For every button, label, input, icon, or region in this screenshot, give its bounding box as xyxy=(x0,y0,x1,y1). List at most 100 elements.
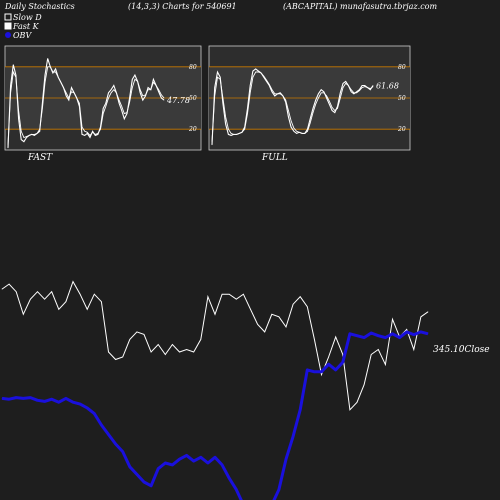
full-point-0-4 xyxy=(222,102,224,104)
fast-point-0-23 xyxy=(68,99,70,101)
close-point-18 xyxy=(129,339,131,340)
fast-point-0-34 xyxy=(97,134,99,135)
close-point-7 xyxy=(51,291,52,293)
obv-point-54 xyxy=(385,337,386,338)
fast-panel-label: FAST xyxy=(27,153,53,163)
full-point-1-31 xyxy=(296,131,297,132)
obv-point-55 xyxy=(392,333,393,335)
obv-point-28 xyxy=(200,456,202,458)
full-point-1-13 xyxy=(247,113,248,114)
full-point-1-9 xyxy=(236,134,237,135)
full-point-0-56 xyxy=(364,85,366,86)
close-point-36 xyxy=(257,324,258,325)
full-point-1-8 xyxy=(233,134,235,135)
obv-point-13 xyxy=(93,413,95,414)
fast-point-1-35 xyxy=(100,128,101,130)
full-point-1-19 xyxy=(263,75,265,77)
fast-last-value-label: 47.78 xyxy=(166,96,190,105)
obv-point-33 xyxy=(235,489,237,490)
fast-point-0-53 xyxy=(147,87,149,88)
full-point-1-42 xyxy=(326,95,327,97)
obv-point-60 xyxy=(427,333,429,335)
full-point-0-45 xyxy=(334,112,336,113)
fast-point-0-52 xyxy=(145,95,146,97)
fast-point-0-0 xyxy=(7,147,9,149)
close-point-28 xyxy=(200,339,202,340)
fast-point-1-44 xyxy=(124,113,125,114)
fast-point-1-10 xyxy=(34,134,35,135)
full-point-1-38 xyxy=(315,103,317,105)
fast-ytick-20: 20 xyxy=(188,126,197,133)
close-point-22 xyxy=(157,344,159,345)
full-point-0-43 xyxy=(329,103,330,105)
fast-point-1-50 xyxy=(139,89,141,90)
full-point-1-52 xyxy=(353,92,355,94)
obv-point-25 xyxy=(179,458,180,460)
full-point-1-28 xyxy=(288,110,289,111)
full-point-0-48 xyxy=(342,83,344,84)
full-point-1-4 xyxy=(222,97,224,99)
obv-point-46 xyxy=(328,363,329,365)
close-point-51 xyxy=(363,384,365,386)
close-point-14 xyxy=(101,301,102,303)
fast-point-1-3 xyxy=(15,76,17,78)
full-point-1-14 xyxy=(249,92,251,94)
obv-point-53 xyxy=(377,335,379,337)
full-point-0-16 xyxy=(255,68,256,70)
close-point-55 xyxy=(392,319,393,320)
fast-point-1-11 xyxy=(36,133,38,134)
fast-point-0-33 xyxy=(95,135,96,136)
obv-point-31 xyxy=(221,464,223,466)
full-point-0-53 xyxy=(356,91,357,93)
fast-point-1-45 xyxy=(126,112,128,113)
fast-point-1-4 xyxy=(18,110,19,111)
obv-point-23 xyxy=(164,462,166,464)
full-point-1-44 xyxy=(331,107,333,108)
full-point-1-40 xyxy=(320,92,322,94)
fast-point-1-58 xyxy=(161,94,162,96)
full-point-1-37 xyxy=(312,112,314,113)
legend-swatch-fast-k xyxy=(4,22,12,30)
obv-point-40 xyxy=(285,458,287,460)
fast-point-1-23 xyxy=(68,97,70,99)
close-point-43 xyxy=(307,306,308,308)
fast-point-1-36 xyxy=(102,113,104,114)
fast-point-1-59 xyxy=(163,97,165,99)
obv-point-51 xyxy=(363,337,365,338)
legend-swatch-obv xyxy=(5,32,11,38)
fast-point-0-32 xyxy=(92,131,93,132)
fast-point-1-33 xyxy=(95,134,96,135)
fast-point-0-42 xyxy=(118,102,120,104)
fast-point-1-41 xyxy=(116,92,117,94)
fast-point-1-42 xyxy=(118,99,120,101)
close-point-2 xyxy=(15,291,17,293)
obv-point-16 xyxy=(115,443,116,445)
full-point-0-38 xyxy=(315,99,317,101)
full-point-0-30 xyxy=(293,131,295,132)
fast-point-0-48 xyxy=(134,74,136,76)
obv-point-47 xyxy=(335,369,337,371)
fast-point-1-43 xyxy=(121,106,122,107)
obv-point-9 xyxy=(65,398,67,399)
full-point-0-55 xyxy=(361,85,363,86)
fast-point-1-27 xyxy=(79,102,80,104)
legend-swatch-slow-d xyxy=(4,13,12,21)
full-point-0-52 xyxy=(353,93,355,95)
fast-point-1-37 xyxy=(105,106,107,107)
full-point-1-32 xyxy=(299,132,300,133)
close-point-52 xyxy=(370,354,372,355)
full-point-1-11 xyxy=(241,132,243,133)
close-point-15 xyxy=(108,351,109,353)
full-point-1-50 xyxy=(348,85,349,86)
obv-point-27 xyxy=(193,460,195,462)
fast-point-0-40 xyxy=(113,85,115,86)
full-point-1-48 xyxy=(342,87,344,88)
full-point-1-43 xyxy=(329,100,330,102)
full-point-1-12 xyxy=(244,128,245,130)
full-ytick-20: 20 xyxy=(397,126,406,133)
price-obv-panel xyxy=(1,280,429,500)
obv-point-17 xyxy=(122,451,124,452)
fast-point-1-39 xyxy=(110,92,112,94)
fast-point-0-43 xyxy=(121,110,122,111)
